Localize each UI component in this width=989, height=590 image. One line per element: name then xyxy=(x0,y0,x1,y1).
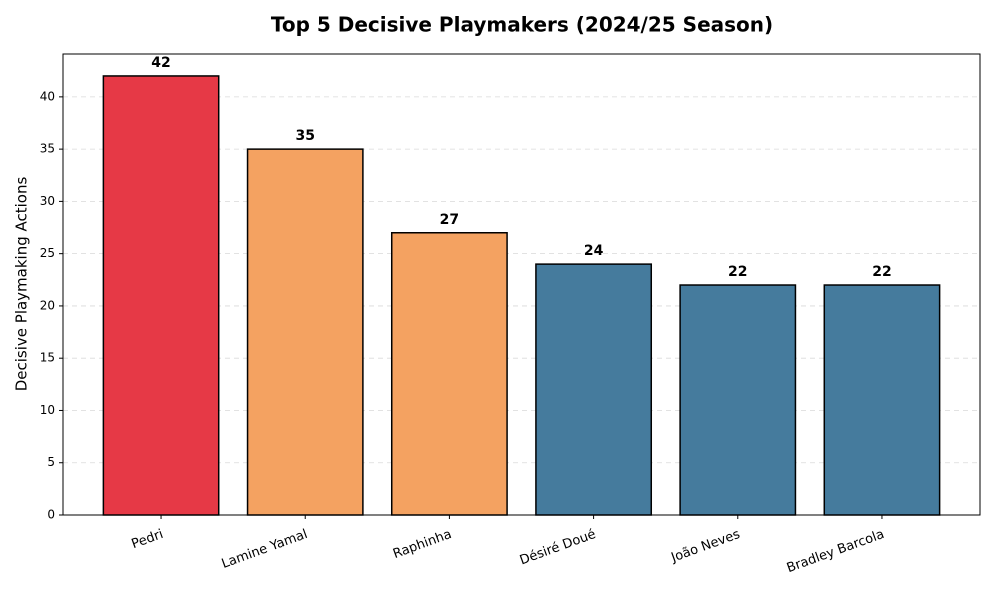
x-tick-label: Bradley Barcola xyxy=(785,527,886,576)
value-label: 22 xyxy=(872,264,891,280)
value-label: 22 xyxy=(728,264,747,280)
y-axis-label: Decisive Playmaking Actions xyxy=(13,177,31,392)
value-label: 27 xyxy=(440,212,459,228)
bar xyxy=(535,263,653,516)
x-tick-label: João Neves xyxy=(668,527,742,566)
plot-frame xyxy=(62,53,981,516)
x-tick-label: Lamine Yamal xyxy=(220,527,310,572)
x-tick-label: Raphinha xyxy=(391,527,454,562)
value-label: 24 xyxy=(584,243,604,259)
y-tick-label: 35 xyxy=(40,142,55,156)
x-tick-label: Désiré Doué xyxy=(518,527,598,568)
y-tick-label: 20 xyxy=(40,298,55,312)
y-tick-label: 10 xyxy=(40,403,55,417)
y-tick-label: 15 xyxy=(40,351,55,365)
value-label: 35 xyxy=(295,128,314,144)
y-tick-label: 5 xyxy=(47,455,55,469)
bar xyxy=(823,284,941,516)
x-tick-label: Pedri xyxy=(130,527,166,552)
bar xyxy=(246,148,364,516)
y-tick-label: 0 xyxy=(47,508,55,522)
y-tick-label: 30 xyxy=(40,194,55,208)
y-tick-label: 25 xyxy=(40,246,55,260)
bar xyxy=(102,75,220,516)
bar xyxy=(679,284,797,516)
value-label: 42 xyxy=(151,55,170,71)
bar xyxy=(390,232,508,516)
chart-title: Top 5 Decisive Playmakers (2024/25 Seaso… xyxy=(271,13,773,37)
y-tick-label: 40 xyxy=(40,89,55,103)
